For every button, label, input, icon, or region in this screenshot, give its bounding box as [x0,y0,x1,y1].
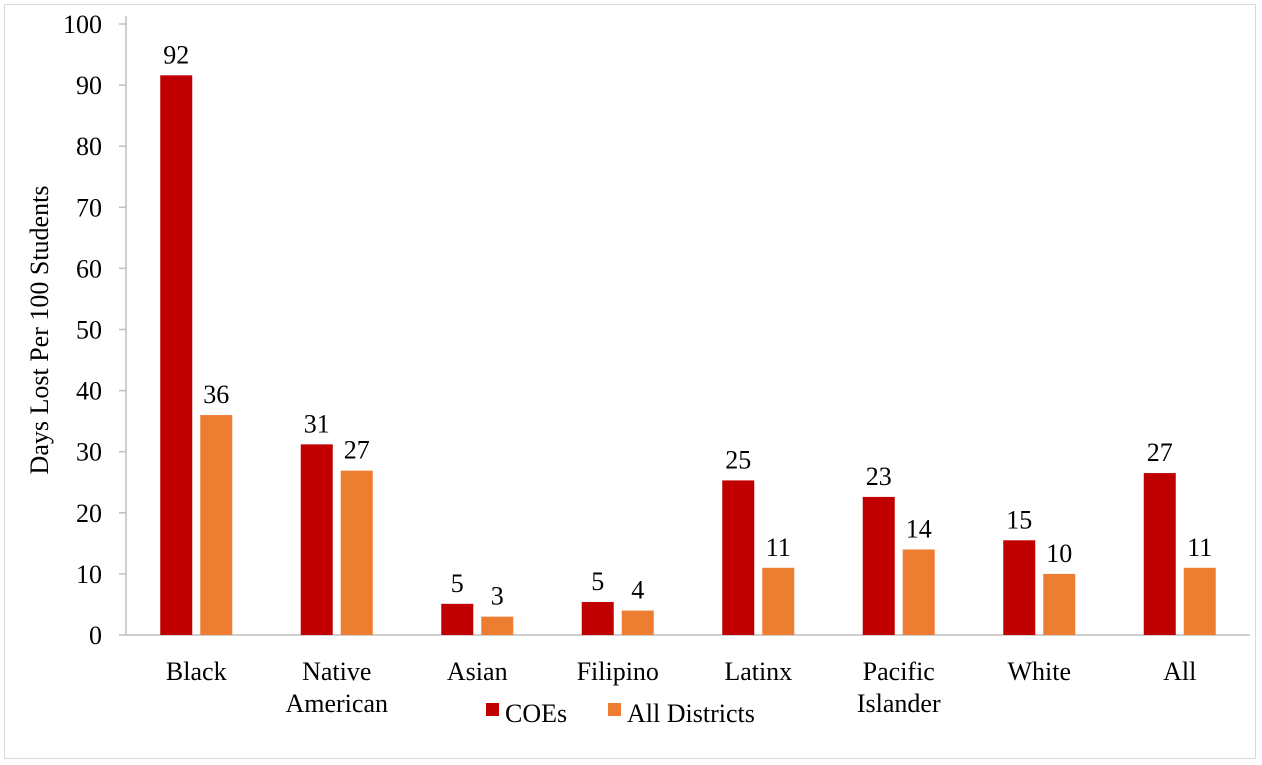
data-label: 5 [591,567,604,596]
y-tick-label: 60 [76,254,102,283]
legend-label: All Districts [627,699,755,728]
x-tick-label: Filipino [577,657,659,686]
x-tick-label-line: All [1163,657,1196,686]
bar-coes [581,602,614,635]
y-tick-label: 90 [76,71,102,100]
bar-all-districts [200,415,233,635]
bar-all-districts [762,567,795,635]
data-label: 27 [344,436,370,465]
x-tick-label-line: Black [166,657,227,686]
data-label: 31 [304,409,330,438]
x-tick-label: Asian [447,657,508,686]
x-tick-label-line: Islander [857,689,941,718]
data-label: 11 [1187,533,1212,562]
data-label: 36 [203,380,229,409]
bar-all-districts [902,549,935,635]
data-label: 23 [866,462,892,491]
bar-coes [300,444,333,635]
data-label: 4 [631,576,644,605]
y-tick-label: 30 [76,438,102,467]
bar-all-districts [1043,573,1076,635]
x-tick-label-line: Asian [447,657,508,686]
bar-coes [1143,473,1176,635]
bar-coes [160,75,193,636]
y-axis-title: Days Lost Per 100 Students [25,186,54,475]
bar-coes [441,603,474,635]
legend-swatch [608,703,621,716]
legend-label: COEs [505,699,567,728]
y-tick-label: 100 [63,10,102,39]
y-tick-label: 0 [89,621,102,650]
x-tick-label: Pacific Islander [857,657,941,718]
y-tick-label: 80 [76,132,102,161]
x-tick-label-line: American [285,689,388,718]
data-label: 5 [451,569,464,598]
y-tick-label: 10 [76,560,102,589]
bar-all-districts [481,616,514,635]
bar-all-districts [621,610,654,635]
data-label: 27 [1147,438,1173,467]
x-tick-label-line: Pacific [863,657,935,686]
x-tick-label-line: White [1007,657,1071,686]
data-label: 92 [163,40,189,69]
data-label: 15 [1006,505,1032,534]
y-tick-label: 70 [76,193,102,222]
x-tick-label: All [1163,657,1196,686]
bar-coes [1003,540,1036,635]
legend-swatch [486,703,499,716]
legend: COEs All Districts [486,699,755,728]
bar-coes [722,480,755,635]
x-tick-label-line: Native [302,657,371,686]
x-tick-label: Latinx [724,657,792,686]
data-label: 25 [725,445,751,474]
data-label: 14 [906,514,932,543]
data-label: 11 [766,533,791,562]
x-tick-label-line: Filipino [577,657,659,686]
x-tick-label: Black [166,657,227,686]
x-tick-label-line: Latinx [724,657,792,686]
y-tick-label: 20 [76,499,102,528]
bar-all-districts [1183,567,1216,635]
x-tick-label: White [1007,657,1071,686]
data-label: 3 [491,582,504,611]
plot-area: 0 10 20 30 40 50 60 70 80 90 100 92 36 Black 31 27 Nativ… [63,10,1250,718]
y-tick-label: 40 [76,377,102,406]
y-tick-label: 50 [76,316,102,345]
bar-coes [862,496,895,635]
data-label: 10 [1046,539,1072,568]
bar-all-districts [340,470,373,635]
x-tick-label: Native American [285,657,388,718]
